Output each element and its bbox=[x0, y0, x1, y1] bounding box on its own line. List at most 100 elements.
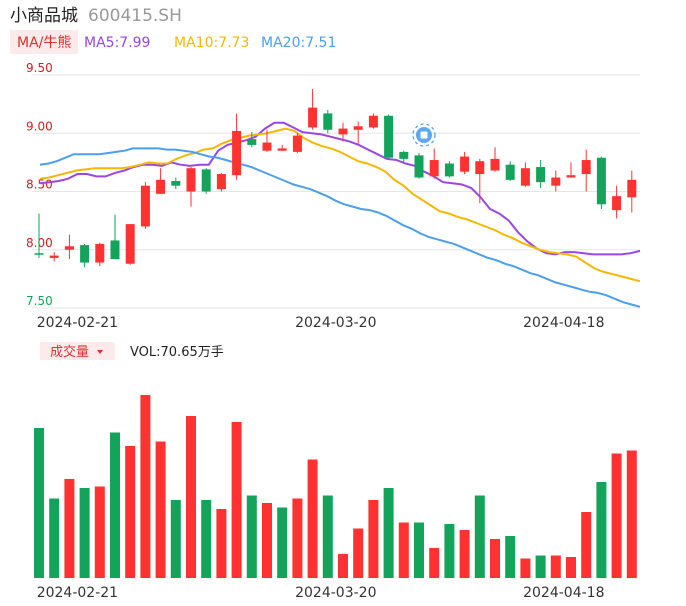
volume-bar bbox=[550, 555, 561, 578]
price-tick-label: 9.00 bbox=[26, 119, 53, 133]
candle-body bbox=[308, 107, 318, 128]
volume-bar bbox=[155, 441, 166, 578]
ma5-legend: MA5:7.99 bbox=[84, 35, 150, 51]
price-x-axis: 2024-02-21 2024-03-20 2024-04-18 bbox=[37, 315, 605, 331]
ma-line-ma10 bbox=[39, 127, 641, 283]
volume-x-axis: 2024-02-21 2024-03-20 2024-04-18 bbox=[37, 585, 605, 601]
volume-bar bbox=[368, 500, 379, 578]
volume-bar bbox=[353, 528, 364, 578]
candle-body bbox=[34, 253, 44, 255]
candle-body bbox=[49, 255, 59, 258]
volume-tab-label[interactable]: 成交量 bbox=[50, 344, 89, 360]
candle-body bbox=[216, 174, 226, 190]
ma-line-ma20 bbox=[39, 147, 641, 308]
volume-bar bbox=[444, 524, 455, 578]
volume-dropdown-icon[interactable] bbox=[97, 350, 103, 354]
volume-bar bbox=[490, 539, 500, 578]
candle-body bbox=[292, 135, 302, 152]
ma-tab-label[interactable]: MA/牛熊 bbox=[17, 35, 71, 51]
price-date-label: 2024-03-20 bbox=[295, 315, 376, 331]
volume-bar bbox=[186, 416, 196, 578]
candle-body bbox=[171, 181, 181, 186]
ma20-legend: MA20:7.51 bbox=[261, 35, 336, 51]
event-marker-icon[interactable] bbox=[412, 123, 436, 147]
price-y-axis: 9.509.008.508.007.50 bbox=[26, 61, 53, 308]
volume-bar bbox=[383, 488, 394, 578]
volume-bar bbox=[398, 522, 409, 578]
candlesticks bbox=[34, 88, 637, 268]
candle-body bbox=[551, 177, 561, 186]
price-grid bbox=[32, 74, 640, 309]
volume-bar bbox=[216, 509, 227, 578]
candle-body bbox=[186, 168, 196, 192]
candle-body bbox=[125, 224, 135, 264]
volume-bar bbox=[566, 557, 576, 578]
volume-bar bbox=[626, 450, 637, 578]
candle-body bbox=[201, 169, 211, 192]
ma10-legend: MA10:7.73 bbox=[174, 35, 249, 51]
candle-body bbox=[414, 155, 424, 178]
volume-bar bbox=[231, 422, 242, 578]
volume-tab-background[interactable] bbox=[40, 342, 115, 360]
candle-body bbox=[490, 158, 500, 171]
price-date-label: 2024-02-21 bbox=[37, 315, 118, 331]
candle-body bbox=[262, 142, 272, 151]
volume-bar bbox=[429, 548, 440, 578]
ma-tab-background[interactable] bbox=[10, 30, 78, 54]
volume-bar bbox=[338, 554, 348, 578]
stock-name: 小商品城 bbox=[10, 6, 78, 26]
candle-body bbox=[368, 115, 378, 128]
candle-body bbox=[247, 139, 257, 145]
candle-body bbox=[156, 179, 166, 194]
candle-body bbox=[566, 175, 576, 178]
candle-body bbox=[444, 163, 454, 177]
candle-body bbox=[612, 196, 622, 211]
volume-bar bbox=[459, 530, 470, 578]
volume-bar bbox=[64, 479, 75, 578]
candle-body bbox=[520, 168, 530, 186]
candle-body bbox=[353, 126, 363, 130]
candle-body bbox=[232, 130, 242, 176]
candle-body bbox=[505, 164, 515, 180]
candle-body bbox=[277, 148, 287, 151]
stock-code: 600415.SH bbox=[88, 6, 182, 26]
volume-bar bbox=[140, 395, 151, 578]
volume-bars bbox=[34, 395, 637, 578]
volume-bar bbox=[94, 486, 105, 578]
volume-bar bbox=[307, 459, 318, 578]
candle-body bbox=[596, 157, 606, 205]
volume-date-label: 2024-04-18 bbox=[523, 585, 604, 601]
volume-value: VOL:70.65万手 bbox=[130, 345, 224, 360]
volume-bar bbox=[79, 488, 90, 578]
candle-body bbox=[80, 245, 90, 263]
volume-bar bbox=[277, 507, 288, 578]
candle-body bbox=[338, 128, 348, 135]
candle-body bbox=[581, 160, 591, 175]
candle-body bbox=[323, 113, 333, 130]
volume-bar bbox=[170, 500, 181, 578]
price-date-label: 2024-04-18 bbox=[523, 315, 604, 331]
volume-bar bbox=[322, 495, 333, 578]
volume-bar bbox=[505, 536, 516, 578]
volume-date-label: 2024-03-20 bbox=[295, 585, 376, 601]
volume-bar bbox=[262, 503, 272, 578]
price-tick-label: 8.50 bbox=[26, 178, 53, 192]
moving-average-lines bbox=[39, 121, 641, 308]
volume-bar bbox=[292, 498, 303, 578]
volume-bar bbox=[520, 558, 531, 578]
candle-body bbox=[384, 115, 394, 158]
volume-bar bbox=[581, 512, 592, 578]
candle-body bbox=[95, 243, 105, 263]
volume-bar bbox=[414, 522, 424, 578]
volume-bar bbox=[34, 428, 44, 578]
candle-body bbox=[399, 151, 409, 159]
candle-body bbox=[475, 161, 485, 175]
volume-bar bbox=[596, 482, 607, 578]
candle-body bbox=[460, 156, 470, 172]
candle-body bbox=[110, 240, 120, 260]
volume-bar bbox=[110, 432, 120, 578]
volume-bar bbox=[611, 453, 622, 578]
volume-bar bbox=[474, 495, 485, 578]
candle-body bbox=[140, 185, 150, 227]
